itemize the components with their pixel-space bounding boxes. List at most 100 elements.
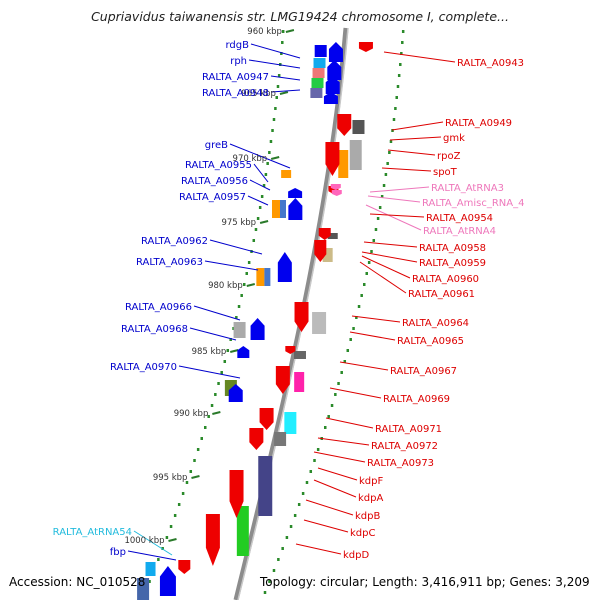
reverse-gene-arrow[interactable] [337,114,352,136]
gene-label-forward[interactable]: RALTA_A0963 [136,257,203,268]
reverse-gene-arrow[interactable] [275,366,290,394]
gene-label-forward[interactable]: RALTA_A0970 [110,362,177,373]
reverse-gene-arrow[interactable] [178,560,191,574]
gene-label-forward[interactable]: RALTA_AtRNA54 [53,527,132,538]
gene-label-reverse[interactable]: RALTA_A0964 [402,318,469,329]
gene-label-reverse[interactable]: kdpB [355,511,380,522]
gene-block[interactable] [294,372,305,392]
gene-block[interactable] [280,200,286,218]
gene-block[interactable] [284,412,297,434]
forward-gene-arrow[interactable] [323,92,338,104]
reverse-gene-arrow[interactable] [229,470,244,518]
gene-label-reverse[interactable]: rpoZ [437,151,461,162]
forward-gene-arrow[interactable] [288,198,303,220]
gene-block[interactable] [281,170,292,178]
label-leader-line [250,43,301,59]
reverse-gene-arrow[interactable] [358,42,373,52]
gene-label-reverse[interactable]: RALTA_A0965 [397,336,464,347]
gene-label-forward[interactable]: rph [230,56,247,67]
gene-label-reverse[interactable]: gmk [443,133,465,144]
gene-label-reverse[interactable]: RALTA_A0954 [426,213,493,224]
gene-block[interactable] [137,578,150,600]
outer-track-dash [365,272,368,275]
gene-block[interactable] [322,248,333,262]
inner-track-dash [281,41,284,44]
gene-block[interactable] [312,68,325,78]
reverse-gene-arrow[interactable] [330,184,341,190]
gene-label-reverse[interactable]: kdpF [359,476,383,487]
gene-label-reverse[interactable]: RALTA_A0949 [445,118,512,129]
forward-gene-arrow[interactable] [237,346,250,358]
gene-block[interactable] [272,200,280,218]
reverse-gene-arrow[interactable] [314,240,327,262]
gene-label-reverse[interactable]: RALTA_A0969 [383,394,450,405]
gene-block[interactable] [349,140,362,170]
rna-label[interactable]: RALTA_Amisc_RNA_4 [422,198,524,209]
gene-label-reverse[interactable]: kdpC [350,528,375,539]
gene-block[interactable] [310,88,323,98]
forward-gene-arrow[interactable] [228,384,243,402]
outer-track-dash [386,162,389,165]
gene-label-forward[interactable]: rdgB [226,40,250,51]
reverse-gene-arrow[interactable] [325,142,340,176]
forward-gene-arrow[interactable] [159,566,176,596]
gene-block[interactable] [313,58,326,68]
reverse-gene-arrow[interactable] [205,514,220,566]
forward-gene-arrow[interactable] [325,76,340,94]
forward-gene-arrow[interactable] [250,318,265,340]
gene-label-forward[interactable]: RALTA_A0955 [185,160,252,171]
gene-label-reverse[interactable]: RALTA_A0960 [412,274,479,285]
forward-gene-arrow[interactable] [328,42,343,62]
gene-block[interactable] [311,78,324,88]
gene-block[interactable] [327,233,338,239]
reverse-gene-arrow[interactable] [259,408,274,430]
gene-label-reverse[interactable]: RALTA_A0971 [375,424,442,435]
gene-block[interactable] [312,312,327,334]
reverse-gene-arrow[interactable] [318,228,331,240]
gene-block[interactable] [314,45,327,57]
gene-label-forward[interactable]: fbp [110,547,126,558]
reverse-gene-arrow[interactable] [249,428,264,450]
gene-label-reverse[interactable]: RALTA_A0967 [390,366,457,377]
gene-label-forward[interactable]: RALTA_A0956 [181,176,248,187]
gene-block[interactable] [236,506,249,556]
gene-label-forward[interactable]: RALTA_A0968 [121,324,188,335]
gene-label-reverse[interactable]: RALTA_A0961 [408,289,475,300]
rna-label[interactable]: RALTA_AtRNA4 [423,226,496,237]
gene-label-forward[interactable]: RALTA_A0962 [141,236,208,247]
forward-gene-arrow[interactable] [277,252,292,282]
label-leader-line [204,260,259,271]
rna-label[interactable]: RALTA_AtRNA3 [431,183,504,194]
gene-label-forward[interactable]: greB [205,140,228,151]
forward-gene-arrow[interactable] [288,188,303,198]
gene-block[interactable] [352,120,365,134]
gene-block[interactable] [293,351,306,359]
label-leader-line [295,543,342,555]
gene-block[interactable] [264,268,271,286]
gene-block[interactable] [274,432,287,446]
gene-label-forward[interactable]: RALTA_A0957 [179,192,246,203]
gene-label-forward[interactable]: RALTA_A0947 [202,72,269,83]
reverse-gene-arrow[interactable] [294,302,309,332]
gene-label-reverse[interactable]: kdpA [358,493,383,504]
gene-label-reverse[interactable]: kdpD [343,550,369,561]
gene-block[interactable] [258,456,273,516]
label-leader-line [229,143,291,169]
inner-track-dash [275,96,278,99]
reverse-gene-arrow[interactable] [331,190,342,196]
gene-label-reverse[interactable]: RALTA_A0959 [419,258,486,269]
scale-tick [230,349,239,353]
gene-block[interactable] [256,268,265,286]
gene-block[interactable] [233,322,246,338]
gene-label-reverse[interactable]: spoT [433,167,458,178]
gene-label-reverse[interactable]: RALTA_A0972 [371,441,438,452]
gene-label-reverse[interactable]: RALTA_A0973 [367,458,434,469]
reverse-gene-arrow[interactable] [285,346,296,354]
gene-block[interactable] [145,562,156,576]
gene-label-forward[interactable]: RALTA_A0966 [125,302,192,313]
gene-label-forward[interactable]: RALTA_A0948 [202,88,269,99]
gene-label-reverse[interactable]: RALTA_A0958 [419,243,486,254]
forward-gene-arrow[interactable] [327,60,342,80]
gene-block[interactable] [338,150,349,178]
gene-label-reverse[interactable]: RALTA_A0943 [457,58,524,69]
